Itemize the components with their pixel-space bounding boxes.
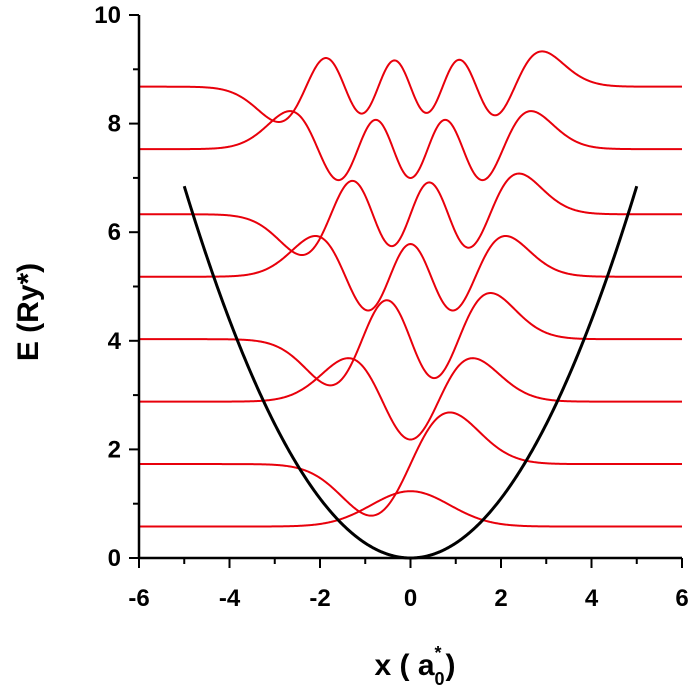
x-tick-label: -4 [219, 585, 241, 612]
wavefunction-n3 [139, 292, 682, 387]
x-axis-title-end: ) [446, 649, 456, 682]
y-tick-label: 0 [108, 545, 121, 572]
wavefunction-n7 [139, 50, 682, 123]
wavefunction-n2 [139, 357, 682, 441]
y-tick-label: 8 [108, 111, 121, 138]
axes: -6 -4 -2 0 2 4 6 0 2 4 6 8 10 [94, 2, 688, 612]
wavefunction-curves [139, 50, 682, 528]
x-axis-title: x ( a0 *) [374, 643, 455, 689]
x-ticks: -6 -4 -2 0 2 4 6 [128, 558, 689, 612]
x-axis-title-subscript: 0 [435, 669, 445, 689]
y-tick-label: 10 [94, 2, 121, 29]
x-axis-title-superscript: * [435, 643, 442, 663]
wavefunction-n4 [139, 234, 682, 312]
wavefunction-n5 [139, 172, 682, 257]
x-tick-label: 0 [404, 585, 417, 612]
x-axis-title-main: x ( a [374, 649, 434, 682]
x-tick-label: 2 [494, 585, 507, 612]
y-tick-label: 2 [108, 436, 121, 463]
x-tick-label: -6 [128, 585, 149, 612]
potential-curve [182, 185, 639, 560]
wavefunction-n0 [139, 490, 682, 528]
x-tick-label: 4 [585, 585, 599, 612]
y-tick-label: 4 [108, 328, 122, 355]
x-tick-label: 6 [675, 585, 688, 612]
wavefunction-n1 [139, 411, 682, 517]
y-tick-label: 6 [108, 219, 121, 246]
x-tick-label: -2 [309, 585, 330, 612]
y-axis-title: E (Ry*) [12, 263, 45, 361]
plot-area [139, 50, 682, 560]
y-ticks: 0 2 4 6 8 10 [94, 2, 139, 572]
wavefunction-n6 [139, 110, 682, 182]
